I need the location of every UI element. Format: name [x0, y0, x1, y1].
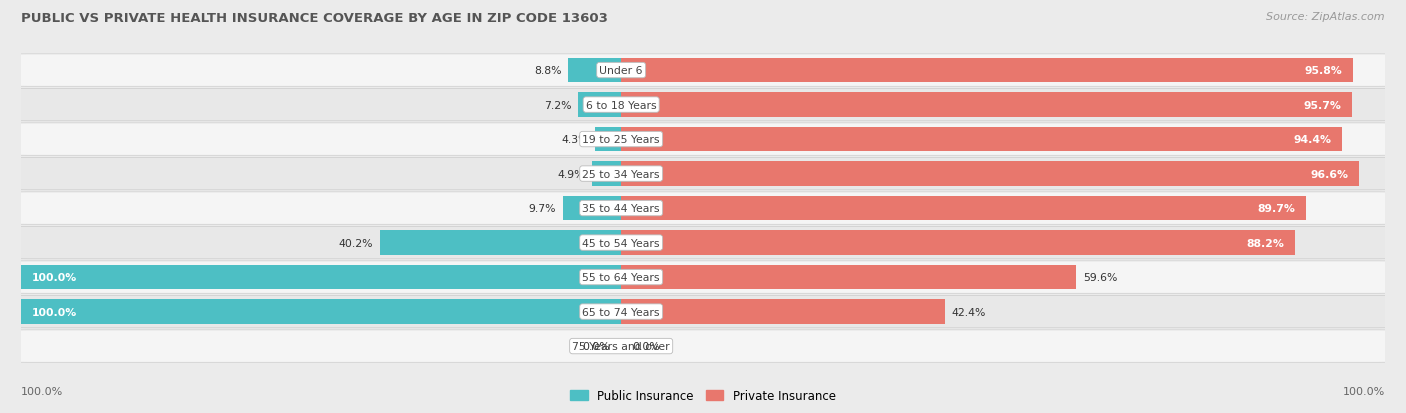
FancyBboxPatch shape [621, 162, 1360, 187]
FancyBboxPatch shape [595, 127, 621, 152]
FancyBboxPatch shape [14, 227, 1392, 259]
Legend: Public Insurance, Private Insurance: Public Insurance, Private Insurance [565, 385, 841, 407]
Text: 4.9%: 4.9% [557, 169, 585, 179]
Text: 88.2%: 88.2% [1246, 238, 1284, 248]
Text: Source: ZipAtlas.com: Source: ZipAtlas.com [1267, 12, 1385, 22]
Text: 100.0%: 100.0% [21, 387, 63, 396]
Text: 40.2%: 40.2% [339, 238, 373, 248]
FancyBboxPatch shape [14, 55, 1392, 87]
FancyBboxPatch shape [568, 59, 621, 83]
FancyBboxPatch shape [21, 299, 621, 324]
Text: 75 Years and over: 75 Years and over [572, 341, 671, 351]
FancyBboxPatch shape [14, 261, 1392, 294]
FancyBboxPatch shape [562, 196, 621, 221]
Text: 100.0%: 100.0% [32, 273, 77, 282]
FancyBboxPatch shape [14, 89, 1392, 121]
Text: 0.0%: 0.0% [633, 341, 659, 351]
FancyBboxPatch shape [578, 93, 621, 118]
Text: 94.4%: 94.4% [1294, 135, 1331, 145]
Text: 9.7%: 9.7% [529, 204, 557, 214]
Text: 6 to 18 Years: 6 to 18 Years [586, 100, 657, 110]
Text: 89.7%: 89.7% [1257, 204, 1295, 214]
Text: 100.0%: 100.0% [1343, 387, 1385, 396]
FancyBboxPatch shape [14, 330, 1392, 363]
FancyBboxPatch shape [14, 158, 1392, 190]
FancyBboxPatch shape [592, 162, 621, 187]
Text: 95.8%: 95.8% [1305, 66, 1341, 76]
Text: 8.8%: 8.8% [534, 66, 561, 76]
Text: 4.3%: 4.3% [561, 135, 589, 145]
Text: PUBLIC VS PRIVATE HEALTH INSURANCE COVERAGE BY AGE IN ZIP CODE 13603: PUBLIC VS PRIVATE HEALTH INSURANCE COVER… [21, 12, 607, 25]
FancyBboxPatch shape [621, 93, 1353, 118]
FancyBboxPatch shape [14, 192, 1392, 225]
FancyBboxPatch shape [21, 265, 621, 290]
Text: 35 to 44 Years: 35 to 44 Years [582, 204, 659, 214]
Text: 95.7%: 95.7% [1303, 100, 1341, 110]
FancyBboxPatch shape [621, 127, 1343, 152]
FancyBboxPatch shape [14, 296, 1392, 328]
Text: 96.6%: 96.6% [1310, 169, 1348, 179]
FancyBboxPatch shape [380, 230, 621, 255]
Text: 19 to 25 Years: 19 to 25 Years [582, 135, 659, 145]
FancyBboxPatch shape [621, 59, 1353, 83]
Text: 59.6%: 59.6% [1083, 273, 1118, 282]
Text: 25 to 34 Years: 25 to 34 Years [582, 169, 659, 179]
Text: 42.4%: 42.4% [952, 307, 986, 317]
Text: 45 to 54 Years: 45 to 54 Years [582, 238, 659, 248]
Text: 65 to 74 Years: 65 to 74 Years [582, 307, 659, 317]
Text: 100.0%: 100.0% [32, 307, 77, 317]
FancyBboxPatch shape [621, 196, 1306, 221]
Text: Under 6: Under 6 [599, 66, 643, 76]
FancyBboxPatch shape [621, 265, 1077, 290]
Text: 0.0%: 0.0% [582, 341, 610, 351]
Text: 7.2%: 7.2% [544, 100, 571, 110]
FancyBboxPatch shape [14, 123, 1392, 156]
FancyBboxPatch shape [621, 299, 945, 324]
FancyBboxPatch shape [621, 230, 1295, 255]
Text: 55 to 64 Years: 55 to 64 Years [582, 273, 659, 282]
